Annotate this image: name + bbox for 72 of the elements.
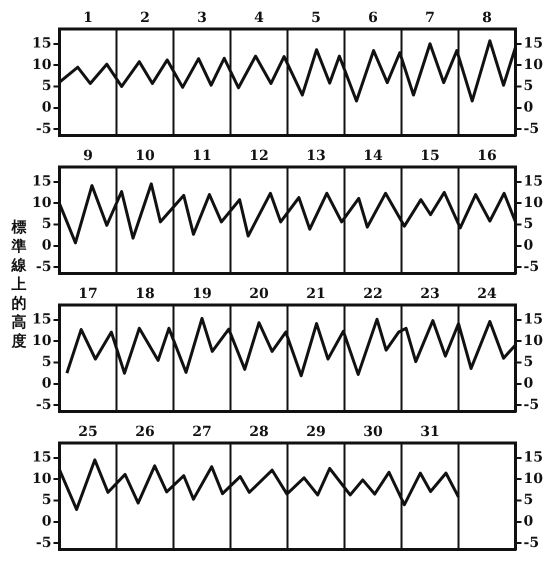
y-tick-label: 0 bbox=[42, 375, 52, 392]
y2-tick-label: 0 bbox=[524, 513, 534, 530]
x-tick-label: 5 bbox=[311, 10, 321, 26]
y-tick-label: 15 bbox=[32, 173, 52, 190]
x-tick-label: 21 bbox=[306, 286, 326, 302]
x-tick-label: 11 bbox=[192, 148, 212, 164]
y2-tick-label: 10 bbox=[524, 470, 544, 487]
y2-tick-label: 15 bbox=[524, 311, 543, 328]
y-tick-label: 15 bbox=[32, 449, 52, 466]
y2-tick-label: 10 bbox=[524, 332, 544, 349]
y-tick-label: 5 bbox=[42, 354, 52, 370]
x-tick-label: 27 bbox=[192, 424, 212, 440]
x-tick-label: 15 bbox=[420, 148, 440, 164]
y2-tick-label: -5 bbox=[524, 534, 540, 551]
y-tick-label: -5 bbox=[36, 396, 52, 413]
x-tick-label: 23 bbox=[420, 286, 440, 302]
y-tick-label: -5 bbox=[36, 120, 52, 137]
y-tick-label: 0 bbox=[42, 237, 52, 254]
y2-tick-label: 5 bbox=[524, 354, 534, 370]
y2-tick-label: 5 bbox=[524, 216, 534, 232]
x-tick-label: 7 bbox=[425, 10, 435, 26]
x-tick-label: 28 bbox=[249, 424, 269, 440]
y-tick-label: -5 bbox=[36, 258, 52, 275]
x-tick-label: 30 bbox=[363, 424, 384, 440]
y-tick-label: 5 bbox=[42, 216, 52, 232]
y-tick-label: 10 bbox=[32, 194, 52, 211]
y-tick-label: 10 bbox=[32, 56, 52, 73]
x-tick-label: 9 bbox=[83, 148, 93, 164]
x-tick-label: 10 bbox=[135, 148, 155, 164]
x-tick-label: 16 bbox=[477, 148, 497, 164]
x-tick-label: 29 bbox=[306, 424, 326, 440]
y-tick-label: 15 bbox=[32, 311, 52, 328]
x-tick-label: 25 bbox=[78, 424, 98, 440]
y2-tick-label: -5 bbox=[524, 396, 540, 413]
y2-tick-label: 5 bbox=[524, 492, 534, 508]
y-axis-title: 標準線上的高度 bbox=[12, 218, 26, 350]
y-tick-label: 15 bbox=[32, 35, 52, 52]
x-tick-label: 13 bbox=[306, 148, 326, 164]
y2-tick-label: -5 bbox=[524, 258, 540, 275]
y-tick-label: 10 bbox=[32, 470, 52, 487]
y2-tick-label: 15 bbox=[524, 449, 543, 466]
x-tick-label: 12 bbox=[249, 148, 269, 164]
x-tick-label: 31 bbox=[420, 424, 440, 440]
x-tick-label: 4 bbox=[254, 10, 264, 26]
y2-tick-label: 15 bbox=[524, 173, 543, 190]
x-tick-label: 24 bbox=[477, 286, 498, 302]
x-tick-label: 19 bbox=[192, 286, 212, 302]
y-tick-label: 0 bbox=[42, 513, 52, 530]
y-tick-label: 0 bbox=[42, 99, 52, 116]
x-tick-label: 22 bbox=[363, 286, 383, 302]
y2-tick-label: 10 bbox=[524, 56, 544, 73]
y2-tick-label: 0 bbox=[524, 375, 534, 392]
y-tick-label: -5 bbox=[36, 534, 52, 551]
x-tick-label: 8 bbox=[482, 10, 492, 26]
x-tick-label: 3 bbox=[197, 10, 207, 26]
x-tick-label: 6 bbox=[368, 10, 378, 26]
y2-tick-label: 0 bbox=[524, 99, 534, 116]
x-tick-label: 17 bbox=[78, 286, 98, 302]
x-tick-label: 14 bbox=[363, 148, 384, 164]
y2-tick-label: -5 bbox=[524, 120, 540, 137]
x-tick-label: 18 bbox=[135, 286, 155, 302]
y-tick-label: 5 bbox=[42, 492, 52, 508]
y2-tick-label: 10 bbox=[524, 194, 544, 211]
y2-tick-label: 5 bbox=[524, 78, 534, 94]
x-tick-label: 1 bbox=[83, 10, 93, 26]
x-tick-label: 26 bbox=[135, 424, 155, 440]
x-tick-label: 20 bbox=[249, 286, 269, 302]
y2-tick-label: 15 bbox=[524, 35, 543, 52]
y-tick-label: 5 bbox=[42, 78, 52, 94]
y2-tick-label: 0 bbox=[524, 237, 534, 254]
y-tick-label: 10 bbox=[32, 332, 52, 349]
x-tick-label: 2 bbox=[140, 10, 150, 26]
